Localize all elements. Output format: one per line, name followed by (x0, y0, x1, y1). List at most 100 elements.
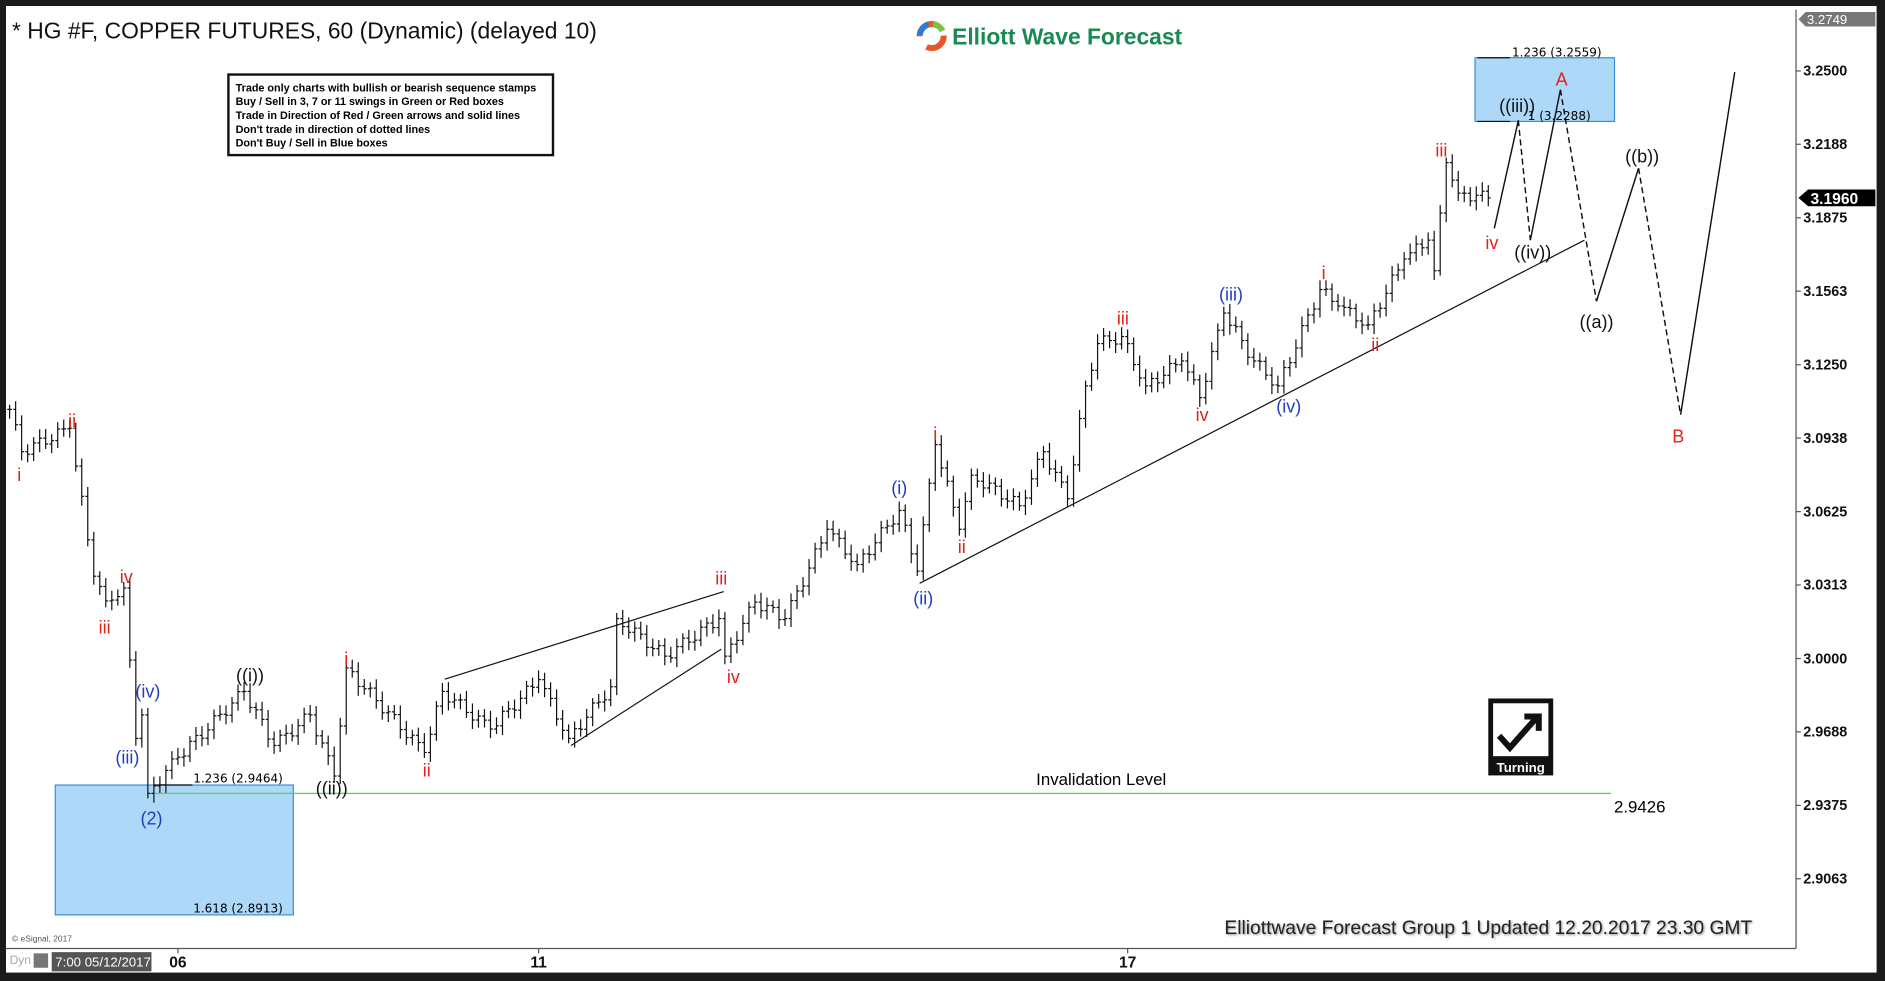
ohlc-bar (470, 703, 475, 729)
ohlc-bar (710, 614, 716, 634)
wave-label: A (1556, 69, 1568, 89)
ohlc-bar (782, 609, 788, 627)
ohlc-bar (1191, 364, 1197, 385)
wave-label: (i) (891, 478, 907, 498)
ohlc-bar (458, 693, 463, 710)
ohlc-bar (1395, 263, 1401, 282)
wave-label: ((b)) (1625, 146, 1659, 166)
ohlc-bar (115, 589, 121, 606)
ohlc-bar (722, 612, 728, 665)
ohlc-bar (884, 519, 890, 534)
ohlc-bar (590, 698, 596, 727)
trendline (919, 239, 1585, 584)
wave-label: iv (727, 667, 740, 687)
ohlc-bar (620, 609, 626, 636)
wave-label: i (17, 465, 21, 485)
chart-title: * HG #F, COPPER FUTURES, 60 (Dynamic) (d… (12, 17, 597, 43)
ohlc-bar (614, 613, 620, 696)
ohlc-bar (878, 520, 884, 553)
ohlc-bar (999, 478, 1004, 507)
ohlc-bar (776, 599, 782, 629)
ohlc-bar (608, 679, 614, 707)
ohlc-bar (349, 659, 355, 678)
price-axis[interactable]: 3.2500 3.2188 3.1875 3.1563 3.1250 3.0938 3.06… (1796, 64, 1847, 888)
ohlc-bar (157, 776, 163, 793)
ohlc-bar (1053, 459, 1058, 482)
ohlc-bar (896, 501, 902, 533)
wave-label: iii (99, 618, 111, 638)
rule-line: Don't trade in direction of dotted lines (236, 124, 431, 136)
ohlc-bar (331, 746, 337, 783)
ohlc-bar (1029, 469, 1034, 505)
ohlc-bar (1185, 351, 1191, 382)
ohlc-bar (926, 478, 932, 533)
ohlc-bar (1047, 442, 1052, 475)
wave-label: iii (715, 568, 727, 588)
top-price: 3.2749 (1807, 12, 1847, 27)
wave-label: iv (1196, 405, 1209, 425)
ohlc-bar (217, 705, 223, 721)
price-tick-label: 3.2500 (1803, 64, 1847, 80)
cursor-date-box (51, 952, 152, 972)
wave-label: ii (423, 761, 431, 781)
ohlc-bar (446, 682, 451, 711)
ohlc-bar (908, 517, 914, 564)
ohlc-bar (530, 677, 535, 697)
ohlc-bar (289, 724, 295, 742)
ohlc-bar (494, 717, 499, 734)
ohlc-bar (1155, 371, 1161, 393)
ohlc-bar (1449, 154, 1455, 188)
ohlc-bar (79, 458, 85, 506)
ohlc-bar (962, 492, 968, 538)
ohlc-bar (1239, 320, 1245, 350)
wave-label: iii (1435, 140, 1447, 160)
ohlc-bar (1035, 451, 1040, 488)
ohlc-bar (758, 592, 764, 619)
ohlc-bar (253, 702, 259, 720)
ohlc-bar (19, 415, 25, 461)
fib-label: 1.236 (3.2559) (1512, 46, 1602, 60)
ohlc-bar (806, 559, 812, 596)
wave-labels: iiiiiiiv(iii)(iv)(2)((i))((ii))iiiiiiiv(… (17, 69, 1684, 828)
ohlc-bar (1365, 315, 1371, 331)
ohlc-bar (43, 429, 49, 450)
ohlc-bar (476, 709, 481, 728)
time-axis[interactable]: 06 11 17 (169, 948, 1136, 972)
ohlc-bar (127, 579, 133, 668)
ohlc-bar (1377, 302, 1383, 318)
ohlc-bar (866, 545, 872, 564)
ohlc-bar (1221, 306, 1227, 337)
wave-label: ((iv)) (1514, 242, 1551, 262)
ohlc-bar (518, 690, 523, 719)
ohlc-bar (1245, 333, 1251, 366)
ohlc-bar (1467, 187, 1473, 207)
ohlc-bar (800, 577, 806, 598)
ohlc-bar (668, 646, 674, 663)
ohlc-bar (7, 404, 13, 419)
ohlc-bar (1059, 465, 1064, 489)
wave-label: i (933, 424, 937, 444)
ohlc-bar (1461, 186, 1467, 203)
ohlc-bar (31, 437, 37, 462)
price-tick-label: 3.0938 (1803, 431, 1847, 447)
ohlc-bar (13, 401, 19, 431)
ohlc-bar (992, 477, 998, 496)
ohlc-bar (439, 683, 445, 715)
blue-box-upper (1474, 57, 1616, 123)
brand-logo: Elliott Wave Forecast (916, 21, 1183, 52)
time-tick-label: 17 (1119, 955, 1136, 972)
ohlc-bar (1425, 232, 1431, 255)
ohlc-bar (1161, 366, 1167, 389)
wave-label: (iv) (1276, 396, 1301, 416)
ohlc-bar (49, 434, 55, 454)
trendline (570, 648, 722, 746)
fib-label: 1 (3.2288) (1528, 109, 1591, 123)
cursor-date: 7:00 05/12/2017 (55, 955, 151, 970)
ohlc-bar (794, 584, 800, 610)
lock-icon[interactable] (33, 953, 49, 968)
ohlc-bar (818, 535, 824, 558)
plot-panel (6, 6, 1877, 973)
ohlc-bar (343, 663, 349, 735)
ohlc-bar (433, 701, 439, 741)
